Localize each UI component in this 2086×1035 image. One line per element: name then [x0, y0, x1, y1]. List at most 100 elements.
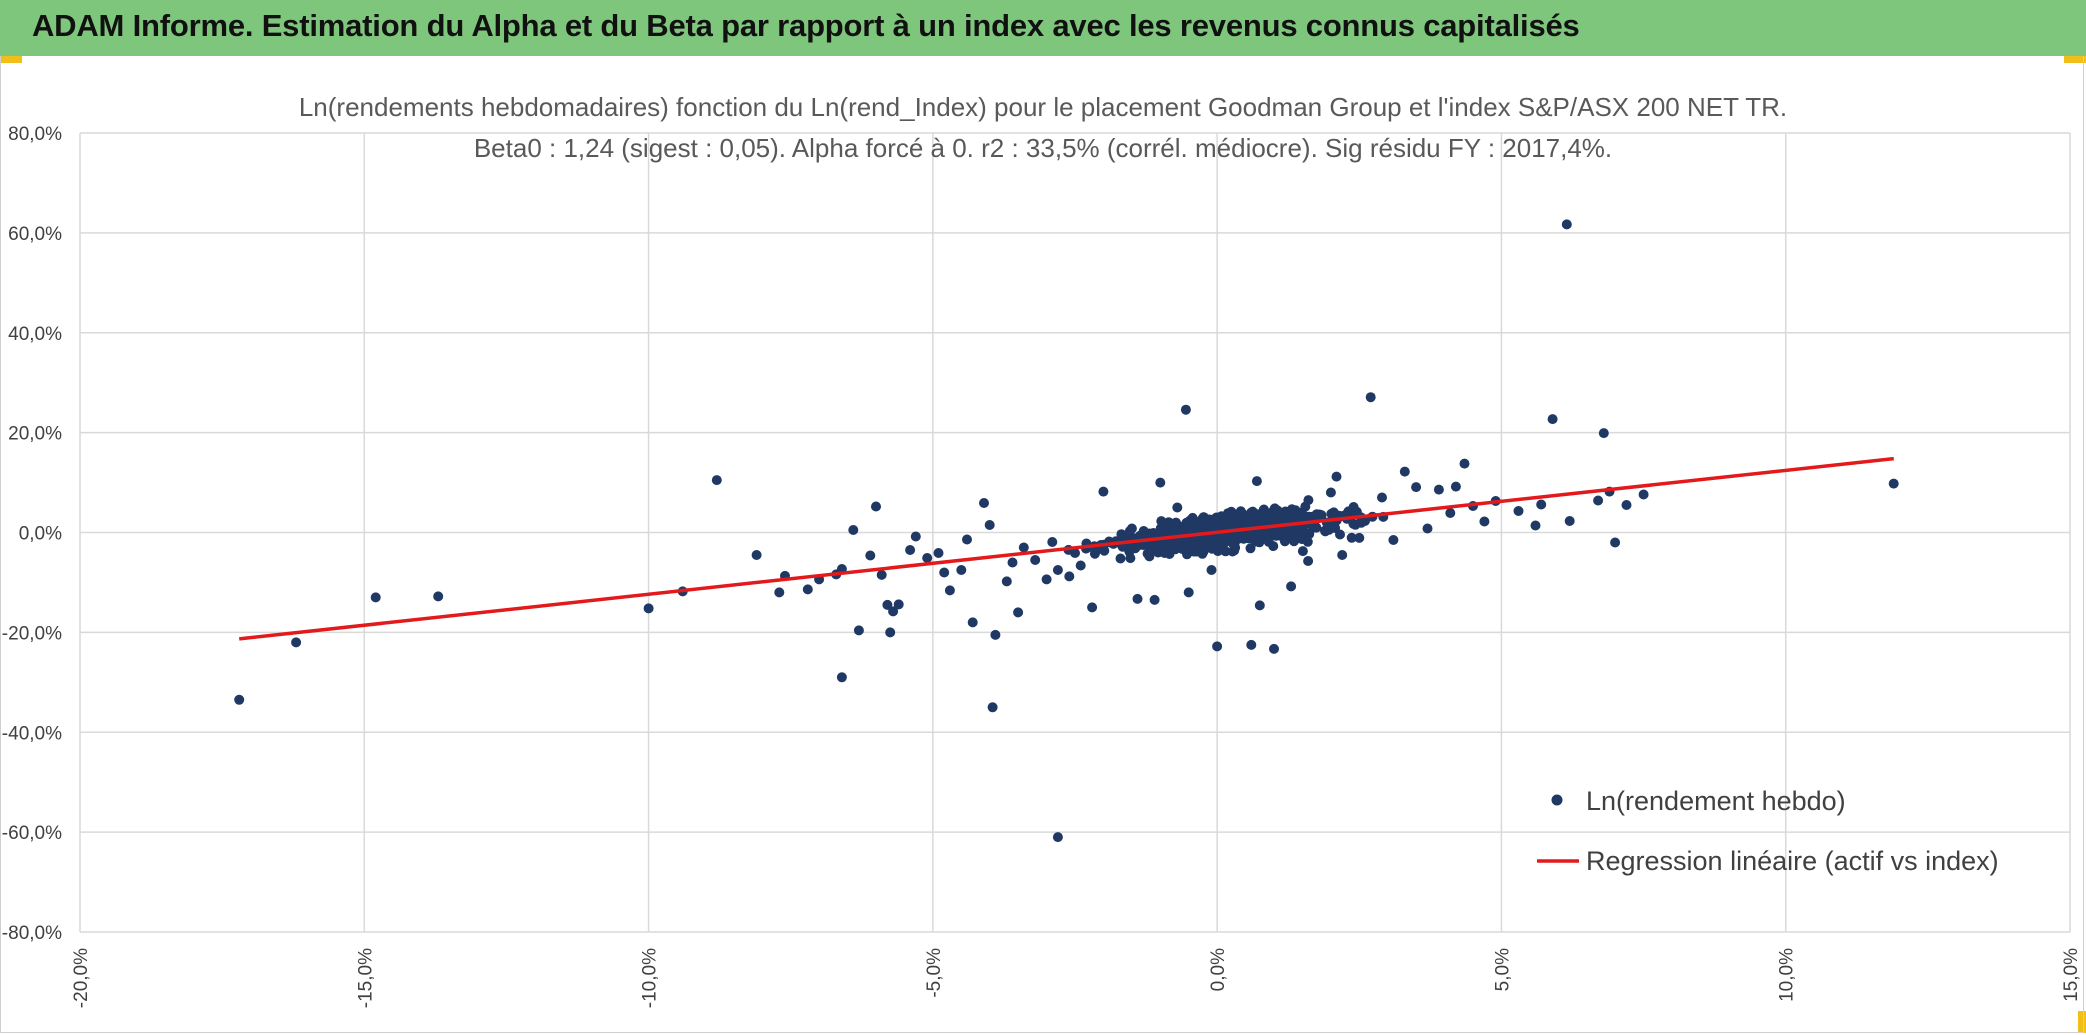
scatter-point — [1206, 565, 1217, 575]
scatter-point — [1254, 600, 1265, 611]
scatter-point — [1276, 511, 1287, 522]
scatter-point — [1041, 574, 1052, 585]
scatter-point — [1224, 512, 1235, 523]
report-title: ADAM Informe. Estimation du Alpha et du … — [32, 8, 1580, 43]
scatter-point — [1320, 526, 1331, 537]
scatter-point — [1199, 517, 1210, 528]
scatter-point — [1047, 537, 1058, 547]
scatter-point — [1399, 466, 1410, 477]
y-tick-label: -40,0% — [2, 723, 62, 744]
scatter-point — [1621, 500, 1632, 510]
scatter-point — [1001, 576, 1012, 587]
scatter-point — [882, 599, 893, 610]
scatter-point — [370, 592, 381, 603]
x-tick-label: 15,0% — [2061, 948, 2082, 1002]
scatter-point — [939, 567, 950, 578]
scatter-point — [291, 637, 302, 648]
scatter-point — [1172, 502, 1183, 513]
scatter-point — [1052, 832, 1063, 843]
scatter-point — [1337, 550, 1348, 560]
scatter-point — [643, 603, 654, 614]
data-points — [234, 219, 1899, 843]
scatter-point — [1184, 515, 1195, 526]
scatter-point — [885, 627, 896, 638]
scatter-point — [1513, 506, 1524, 516]
x-tick-label: -5,0% — [924, 948, 945, 998]
y-tick-label: 80,0% — [8, 124, 62, 145]
scatter-point — [1888, 478, 1899, 489]
scatter-point — [1177, 543, 1188, 554]
scatter-point — [1216, 511, 1227, 522]
scatter-point — [1311, 509, 1322, 520]
scatter-point — [1155, 477, 1166, 488]
scatter-point — [1268, 541, 1279, 552]
scatter-point — [1013, 607, 1024, 618]
scatter-point — [1190, 524, 1200, 535]
chart-frame — [0, 56, 2084, 1033]
scatter-point — [984, 520, 995, 530]
scatter-point — [1251, 476, 1262, 487]
scatter-point — [933, 548, 944, 558]
accent-corner-bottom-right — [2078, 1011, 2086, 1033]
scatter-point — [1296, 525, 1307, 536]
scatter-point — [1246, 639, 1257, 650]
scatter-point — [1007, 557, 1018, 568]
scatter-point — [1116, 529, 1127, 540]
scatter-point — [1561, 219, 1572, 230]
scatter-point — [433, 591, 444, 602]
legend-label-line: Regression linéaire (actif vs index) — [1586, 846, 1999, 876]
scatter-point — [1365, 392, 1376, 403]
x-tick-label: 0,0% — [1208, 948, 1229, 991]
scatter-point — [1245, 543, 1256, 554]
scatter-point — [1290, 505, 1301, 516]
scatter-point — [1220, 546, 1231, 557]
scatter-point — [1302, 536, 1313, 547]
scatter-point — [865, 550, 876, 561]
y-tick-label: 60,0% — [8, 224, 62, 245]
accent-corner-left — [0, 56, 22, 63]
scatter-point — [1269, 643, 1279, 654]
scatter-point — [1098, 486, 1109, 497]
scatter-point — [1354, 532, 1365, 543]
scatter-point — [962, 534, 972, 545]
x-tick-label: 5,0% — [1492, 948, 1513, 991]
scatter-point — [1377, 492, 1387, 503]
scatter-point — [1146, 541, 1157, 552]
scatter-point — [910, 531, 921, 542]
scatter-point — [888, 606, 899, 617]
scatter-point — [1297, 546, 1308, 557]
scatter-point — [893, 599, 904, 610]
grid-lines — [79, 132, 2071, 933]
legend-label-scatter: Ln(rendement hebdo) — [1586, 786, 1846, 816]
regression-line — [239, 456, 1894, 641]
scatter-point — [1593, 495, 1604, 506]
scatter-point — [1325, 487, 1336, 498]
scatter-point — [1052, 565, 1063, 575]
x-tick-label: -15,0% — [355, 948, 376, 1008]
scatter-point — [1115, 553, 1126, 564]
scatter-point — [922, 553, 933, 563]
y-tick-label: 40,0% — [8, 324, 62, 345]
scatter-point — [1346, 532, 1357, 543]
scatter-point — [1271, 530, 1282, 541]
scatter-point — [836, 672, 847, 683]
scatter-point — [1087, 602, 1098, 613]
scatter-point — [1348, 518, 1359, 529]
scatter-point — [1303, 495, 1314, 506]
y-tick-label: -60,0% — [2, 823, 62, 844]
scatter-point — [944, 585, 955, 596]
scatter-point — [1030, 555, 1041, 565]
scatter-point — [1422, 523, 1433, 534]
scatter-point — [1149, 594, 1160, 605]
scatter-point — [1479, 516, 1490, 527]
chart-subtitle: Beta0 : 1,24 (sigest : 0,05). Alpha forc… — [474, 133, 1612, 163]
scatter-point — [853, 625, 864, 636]
legend-marker-scatter — [1551, 794, 1563, 806]
scatter-point — [871, 501, 881, 512]
scatter-point — [1132, 593, 1143, 604]
y-tick-label: -80,0% — [2, 923, 62, 944]
scatter-point — [1166, 538, 1176, 548]
scatter-point — [1155, 546, 1166, 557]
scatter-point — [1018, 542, 1029, 553]
